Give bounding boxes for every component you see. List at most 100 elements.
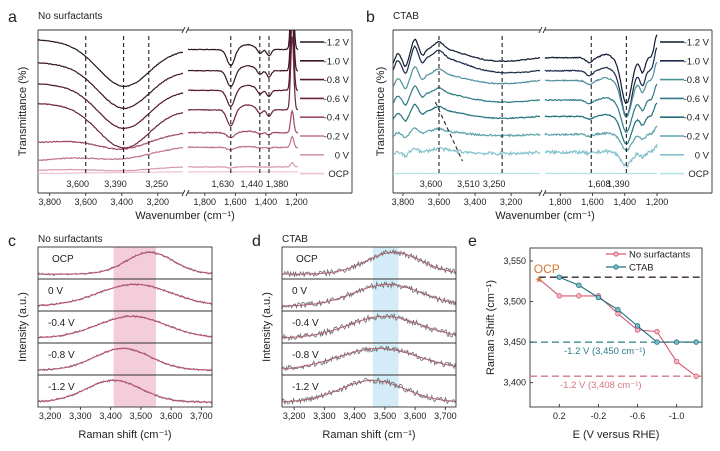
- spectrum-line--0.6V: [393, 85, 540, 107]
- peak-marker-label: 3,250: [483, 179, 506, 189]
- spectrum-line--0.2V: [544, 125, 658, 153]
- row-label: -0.4 V: [48, 318, 75, 329]
- spectrum-line--0.8V: [38, 83, 184, 130]
- data-point: [634, 323, 641, 329]
- peak-marker-label: 1,380: [266, 179, 289, 189]
- y-axis-label: Raman Shift (cm⁻¹): [485, 280, 497, 375]
- raman-fit-line: [38, 315, 213, 339]
- plot-frame: [529, 247, 703, 408]
- y-tick-label: 3,500: [503, 297, 526, 307]
- panel-label-c: c: [8, 233, 16, 250]
- row-label: 0 V: [48, 286, 63, 297]
- data-point: [576, 282, 582, 289]
- data-point: [576, 293, 582, 299]
- axis-break-mark: [538, 189, 543, 197]
- panel-label-d: d: [252, 233, 261, 250]
- row-label: -0.8 V: [48, 350, 75, 361]
- x-tick-label: -0.2: [591, 411, 607, 421]
- y-tick-label: 3,450: [503, 337, 526, 347]
- reference-label: -1.2 V (3,408 cm⁻¹): [560, 380, 642, 391]
- legend-label: -1.0 V: [324, 56, 350, 67]
- legend-label: CTAB: [629, 263, 654, 274]
- raman-data-line: [281, 377, 457, 405]
- x-tick-label: 1,600: [581, 197, 604, 207]
- spectrum-line--0.8V: [187, 30, 299, 108]
- x-tick-label: 3,500: [130, 411, 153, 421]
- y-tick-label: 3,400: [503, 378, 526, 388]
- plot-frame: [37, 246, 213, 408]
- legend-label: -1.2 V: [684, 38, 710, 49]
- spectrum-line--0.6V: [187, 36, 299, 127]
- raman-fit-line: [281, 347, 457, 370]
- slanted-marker-line: [434, 101, 463, 162]
- axis-break-mark: [185, 26, 190, 34]
- data-point: [673, 358, 680, 365]
- legend-label: -1.2 V: [324, 38, 350, 49]
- x-tick-label: 3,400: [464, 197, 487, 207]
- x-tick-label: 1,800: [194, 197, 217, 207]
- legend-label: 0 V: [335, 150, 350, 161]
- x-tick-label: 3,800: [38, 197, 61, 207]
- x-tick-label: 3,700: [190, 411, 213, 421]
- raman-fit-line: [38, 251, 213, 275]
- x-tick-label: 1,200: [285, 197, 308, 207]
- data-point: [654, 339, 660, 345]
- legend-label: -0.6 V: [324, 94, 350, 105]
- peak-marker-label: 1,630: [212, 179, 235, 189]
- row-label: -0.8 V: [292, 350, 319, 361]
- legend-label: 0 V: [695, 150, 710, 161]
- spectrum-line--1.2V: [38, 39, 184, 88]
- row-label: -1.2 V: [292, 382, 319, 393]
- axis-break-mark: [181, 26, 186, 34]
- y-axis-label: Intensity (a.u.): [261, 292, 273, 362]
- x-tick-label: 1,400: [255, 197, 278, 207]
- legend-label: -0.8 V: [684, 75, 710, 86]
- spectrum-line--0.6V: [38, 102, 184, 149]
- legend-label: -0.4 V: [684, 113, 710, 124]
- x-tick-label: 3,200: [500, 197, 523, 207]
- spectrum-line--1.0V: [393, 45, 541, 74]
- legend-marker: [613, 251, 619, 257]
- reference-label: -1.2 V (3,450 cm⁻¹): [564, 346, 646, 357]
- panel-title: No surfactants: [38, 234, 102, 245]
- row-label: OCP: [296, 254, 318, 265]
- raman-fit-line: [37, 379, 212, 403]
- axis-break-mark: [542, 26, 547, 34]
- x-tick-label: 3,800: [392, 197, 415, 207]
- legend-label: -0.6 V: [684, 94, 710, 105]
- x-tick-label: 3,600: [160, 411, 183, 421]
- x-tick-label: 3,600: [428, 197, 451, 207]
- spectrum-line--0.8V: [393, 66, 540, 90]
- peak-marker-label: 1,608: [588, 179, 611, 189]
- spectrum-line-OCP: [38, 171, 183, 175]
- x-tick-label: 1,200: [646, 197, 669, 207]
- series-line-1: [559, 276, 697, 343]
- x-axis-label: Raman shift (cm⁻¹): [78, 429, 171, 441]
- x-tick-label: 3,200: [39, 411, 62, 421]
- spectrum-line--0.4V: [38, 132, 184, 151]
- legend-label: No surfactants: [629, 250, 690, 261]
- spectrum-line--0.4V: [544, 102, 658, 145]
- x-tick-label: -0.6: [630, 411, 646, 421]
- x-tick-label: 3,700: [434, 411, 457, 421]
- spectrum-line-0V: [38, 166, 184, 172]
- raman-fit-line: [282, 251, 457, 275]
- panel-title: CTAB: [282, 234, 308, 245]
- spectrum-line--1.0V: [187, 30, 298, 88]
- data-point: [654, 328, 660, 335]
- x-tick-label: 3,200: [147, 197, 170, 207]
- data-point: [615, 306, 621, 313]
- legend-label: OCP: [328, 169, 349, 180]
- raman-fit-line: [282, 379, 457, 403]
- raman-fit-line: [38, 347, 212, 371]
- data-point: [556, 274, 563, 280]
- axis-break-mark: [538, 26, 543, 34]
- legend-label: -1.0 V: [684, 56, 710, 67]
- peak-marker-label: 3,600: [66, 179, 89, 189]
- peak-marker-label: 1,390: [607, 179, 630, 189]
- data-point: [693, 373, 699, 379]
- ocp-label: OCP: [534, 262, 560, 276]
- x-axis-label: E (V versus RHE): [573, 429, 660, 441]
- spectrum-line-0V: [393, 146, 541, 159]
